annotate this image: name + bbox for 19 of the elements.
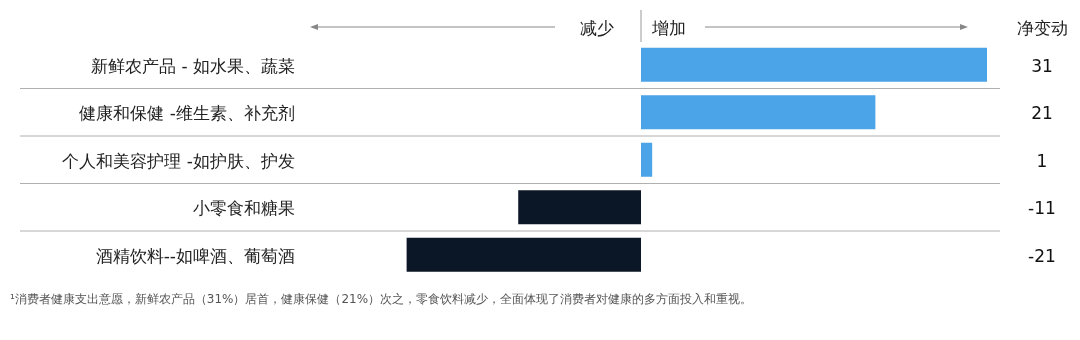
bar [641, 95, 876, 130]
y-tick-label: 新鲜农产品 - 如水果、蔬菜 [91, 55, 295, 76]
data-label: 1 [1036, 150, 1048, 171]
bar [641, 142, 653, 177]
y-tick-label: 小零食和糖果 [193, 198, 295, 219]
text: 增加 [651, 18, 686, 38]
bar [641, 47, 987, 82]
text: 减少 [580, 18, 614, 38]
bar [406, 237, 641, 272]
data-label: 21 [1031, 103, 1053, 124]
y-tick-label: 酒精饮料--如啤酒、葡萄酒 [95, 245, 295, 266]
text: 净变动 [1016, 18, 1068, 38]
data-label: -21 [1028, 245, 1056, 266]
data-label: -11 [1028, 198, 1056, 219]
y-tick-label: 健康和保健 -维生素、补充剂 [79, 103, 295, 124]
bar [518, 190, 641, 225]
text: ¹消费者健康支出意愿，新鲜农产品（31%）居首，健康保健（21%）次之，零食饮料减少，全面体现了消费者对健康的多方面投入和重视。 [10, 292, 753, 306]
data-label: 31 [1031, 55, 1053, 76]
y-tick-label: 个人和美容护理 -如护肤、护发 [62, 150, 295, 171]
